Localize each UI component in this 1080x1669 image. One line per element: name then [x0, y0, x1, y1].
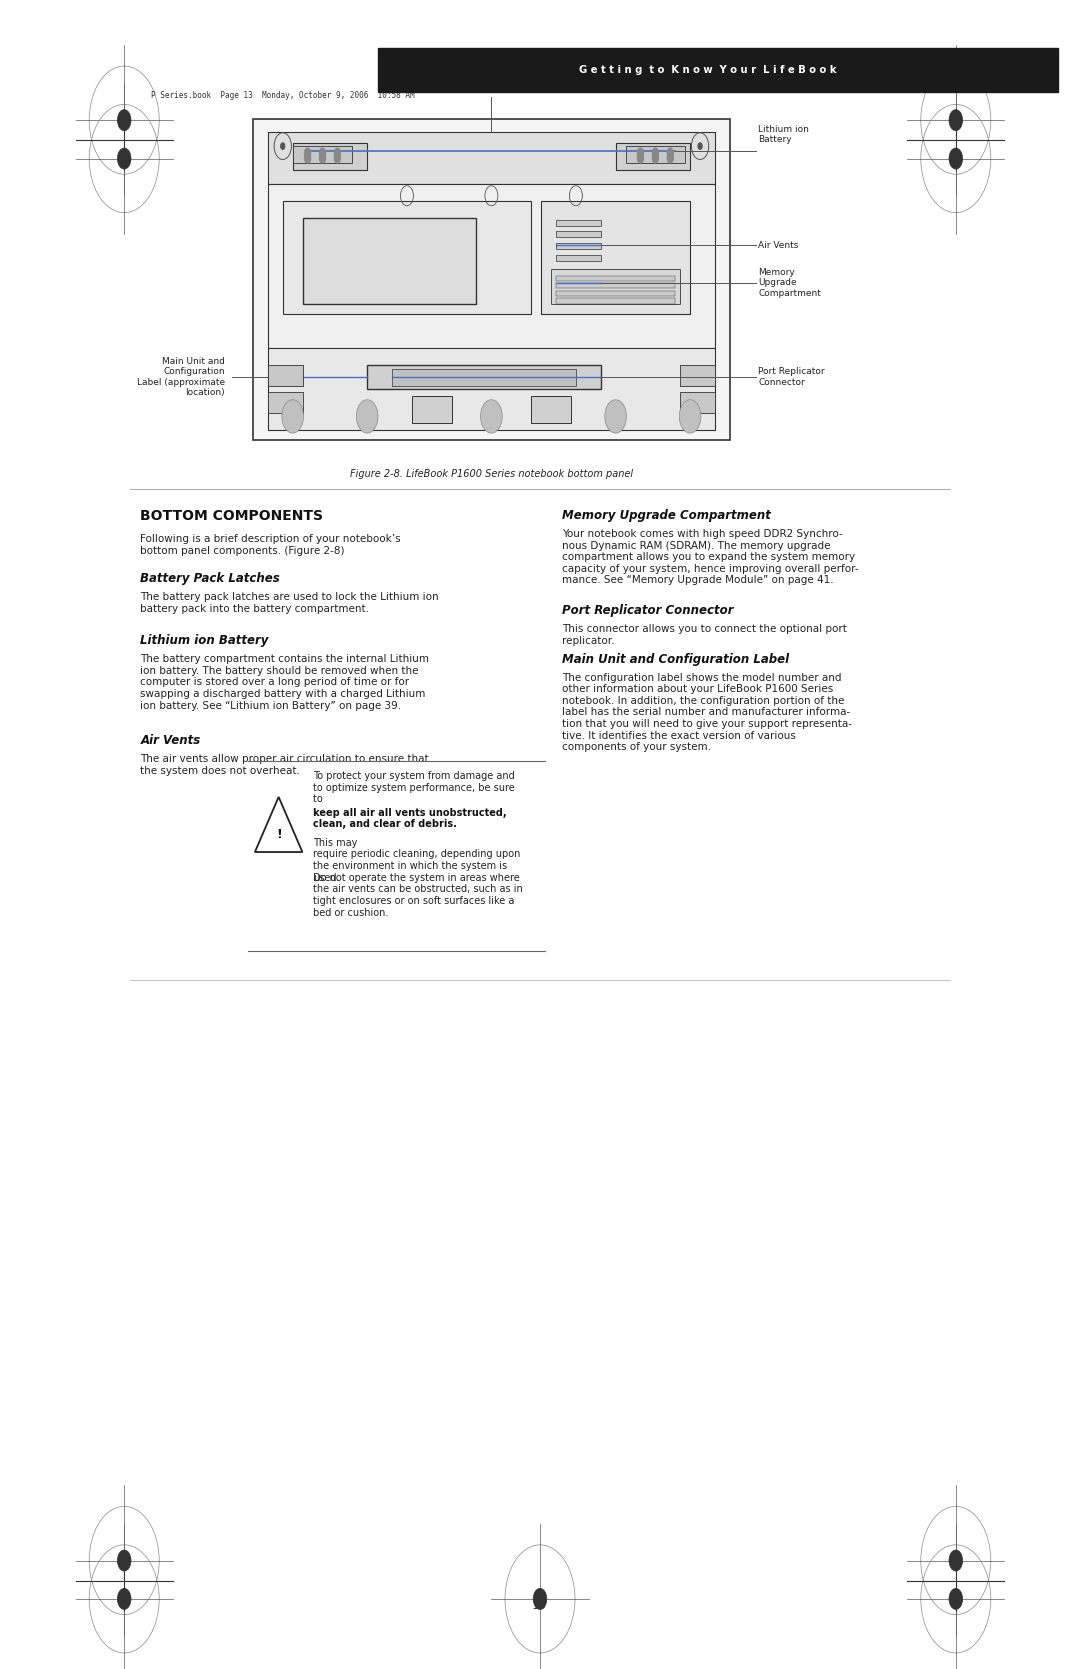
Bar [293, 147, 352, 164]
Text: Figure 2-8. LifeBook P1600 Series notebook bottom panel: Figure 2-8. LifeBook P1600 Series notebo… [350, 469, 633, 479]
Text: The configuration label shows the model number and
other information about your : The configuration label shows the model … [562, 673, 852, 753]
Circle shape [652, 149, 659, 159]
Bar [556, 284, 675, 289]
Bar [556, 220, 600, 225]
Bar [293, 144, 367, 170]
Text: G e t t i n g  t o  K n o w  Y o u r  L i f e B o o k: G e t t i n g t o K n o w Y o u r L i f … [579, 65, 836, 75]
Circle shape [305, 149, 311, 159]
Polygon shape [255, 798, 302, 851]
Bar [268, 392, 302, 412]
Circle shape [118, 110, 131, 130]
Circle shape [679, 401, 701, 434]
Text: 13: 13 [532, 1601, 548, 1611]
Bar [541, 200, 690, 314]
Text: To protect your system from damage and
to optimize system performance, be sure
t: To protect your system from damage and t… [313, 771, 515, 804]
Text: Main Unit and
Configuration
Label (approximate
location): Main Unit and Configuration Label (appro… [136, 357, 225, 397]
Bar [531, 396, 571, 424]
Text: Air Vents: Air Vents [758, 240, 798, 250]
Text: Port Replicator
Connector: Port Replicator Connector [758, 367, 825, 387]
Text: Following is a brief description of your notebook’s
bottom panel components. (Fi: Following is a brief description of your… [140, 534, 401, 556]
Circle shape [282, 401, 303, 434]
Text: The battery compartment contains the internal Lithium
ion battery. The battery s: The battery compartment contains the int… [140, 654, 430, 711]
Circle shape [605, 401, 626, 434]
Text: Memory Upgrade Compartment: Memory Upgrade Compartment [562, 509, 770, 522]
Circle shape [118, 1551, 131, 1571]
Circle shape [667, 149, 674, 159]
Bar [302, 219, 476, 304]
Circle shape [637, 154, 644, 164]
Bar [556, 299, 675, 304]
Text: Port Replicator Connector: Port Replicator Connector [562, 604, 733, 618]
Circle shape [667, 154, 674, 164]
Text: This may
require periodic cleaning, depending upon
the environment in which the : This may require periodic cleaning, depe… [313, 838, 521, 883]
Text: Battery Pack Latches: Battery Pack Latches [140, 572, 280, 586]
Circle shape [305, 154, 311, 164]
Bar [625, 147, 685, 164]
Text: BOTTOM COMPONENTS: BOTTOM COMPONENTS [140, 509, 323, 522]
Circle shape [118, 1589, 131, 1609]
Circle shape [949, 1589, 962, 1609]
Bar [556, 290, 675, 295]
Circle shape [118, 149, 131, 169]
Bar [680, 366, 715, 386]
Bar [556, 275, 675, 280]
Bar [268, 132, 715, 431]
Text: Air Vents: Air Vents [140, 734, 201, 748]
Bar [551, 269, 680, 304]
Bar [268, 349, 715, 431]
Bar [253, 118, 730, 441]
Bar [411, 396, 451, 424]
Bar [268, 366, 302, 386]
Bar [680, 392, 715, 412]
Bar [378, 48, 1058, 92]
Circle shape [949, 1551, 962, 1571]
Bar [556, 255, 600, 260]
Circle shape [334, 149, 340, 159]
Circle shape [949, 110, 962, 130]
Bar [268, 184, 715, 349]
Text: keep all air all vents unobstructed,
clean, and clear of debris.: keep all air all vents unobstructed, cle… [313, 808, 507, 829]
Text: Battery Pack Latches: Battery Pack Latches [444, 83, 539, 92]
Bar [556, 244, 600, 249]
Circle shape [949, 149, 962, 169]
Text: Lithium ion Battery: Lithium ion Battery [140, 634, 269, 648]
Bar [556, 232, 600, 237]
Text: P Series.book  Page 13  Monday, October 9, 2006  10:58 AM: P Series.book Page 13 Monday, October 9,… [151, 90, 415, 100]
Circle shape [356, 401, 378, 434]
Bar [268, 132, 715, 184]
Circle shape [637, 149, 644, 159]
Text: Memory
Upgrade
Compartment: Memory Upgrade Compartment [758, 269, 821, 297]
Circle shape [334, 154, 340, 164]
Circle shape [281, 144, 285, 150]
Circle shape [534, 1589, 546, 1609]
Text: !: ! [275, 828, 282, 841]
Text: Your notebook comes with high speed DDR2 Synchro-
nous Dynamic RAM (SDRAM). The : Your notebook comes with high speed DDR2… [562, 529, 859, 586]
Text: Lithium ion
Battery: Lithium ion Battery [758, 125, 809, 144]
Circle shape [652, 154, 659, 164]
Text: Main Unit and Configuration Label: Main Unit and Configuration Label [562, 653, 788, 666]
Circle shape [320, 149, 326, 159]
Text: The air vents allow proper air circulation to ensure that
the system does not ov: The air vents allow proper air circulati… [140, 754, 429, 776]
Bar [367, 366, 600, 389]
Circle shape [698, 144, 702, 150]
Bar [392, 369, 576, 386]
Text: This connector allows you to connect the optional port
replicator.: This connector allows you to connect the… [562, 624, 847, 646]
Circle shape [481, 401, 502, 434]
Bar [616, 144, 690, 170]
Circle shape [320, 154, 326, 164]
Text: Do not operate the system in areas where
the air vents can be obstructed, such a: Do not operate the system in areas where… [313, 873, 523, 918]
Text: The battery pack latches are used to lock the Lithium ion
battery pack into the : The battery pack latches are used to loc… [140, 592, 440, 614]
Bar [283, 200, 531, 314]
